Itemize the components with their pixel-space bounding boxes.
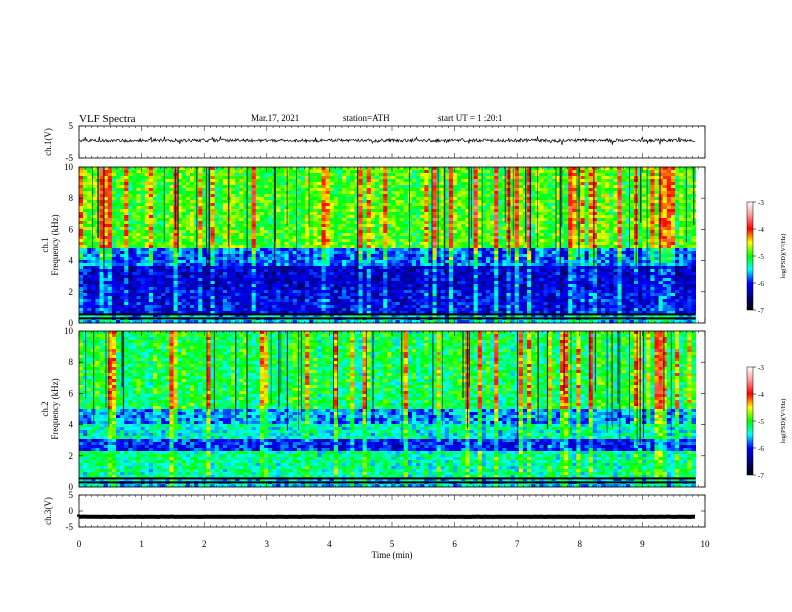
colorbar-tick-label: -4 <box>758 226 764 234</box>
x-tick-label: 5 <box>390 539 395 549</box>
x-tick-label: 10 <box>701 539 711 549</box>
x-tick-label: 2 <box>202 539 207 549</box>
x-tick-label: 0 <box>77 539 82 549</box>
y-axis-label: ch.3(V) <box>43 497 53 525</box>
y-tick-label: 10 <box>64 162 74 172</box>
y-axis-label: ch.1(V) <box>43 128 53 156</box>
colorbar-gradient <box>746 366 754 476</box>
x-tick-label: 6 <box>452 539 457 549</box>
y-axis-label: ch.1 <box>40 237 50 252</box>
x-tick-label: 1 <box>139 539 144 549</box>
colorbar-label: log(PSD)(V²/Hz) <box>780 399 787 444</box>
y-axis-label: Frequency (kHz) <box>50 214 60 275</box>
y-axis-label: Frequency (kHz) <box>50 378 60 439</box>
colorbar-tick-label: -5 <box>758 418 764 426</box>
y-tick-label: 0 <box>69 318 74 328</box>
ch2-spectrogram-cells <box>79 331 697 488</box>
y-tick-label: -5 <box>66 522 74 532</box>
y-tick-label: 8 <box>69 357 74 367</box>
colorbar-tick-label: -6 <box>758 445 764 453</box>
y-tick-label: 4 <box>69 256 74 266</box>
y-tick-label: 8 <box>69 193 74 203</box>
ch1-waveform: 5 -5 ch.1(V) <box>43 121 706 163</box>
y-tick-label: 0 <box>69 506 74 516</box>
colorbar-tick-label: -5 <box>758 253 764 261</box>
y-tick-label: 5 <box>69 121 74 131</box>
y-tick-label: 2 <box>69 287 74 297</box>
ch3-waveform: 5 0 -5 ch.3(V) <box>43 490 706 532</box>
x-tick-label: 3 <box>265 539 270 549</box>
colorbar-label: log(PSD)(V²/Hz) <box>780 234 787 279</box>
y-tick-label: 0 <box>69 482 74 492</box>
colorbar-tick-label: -7 <box>758 472 764 480</box>
chart-title: VLF Spectra <box>79 113 136 125</box>
y-tick-label: 10 <box>64 326 74 336</box>
ch1-waveform-trace <box>78 136 696 145</box>
x-tick-label: 8 <box>578 539 583 549</box>
y-tick-label: 2 <box>69 451 74 461</box>
ch1-spectrogram-cells <box>79 167 697 324</box>
y-tick-label: -5 <box>66 153 74 163</box>
ch1-spectrogram-colorbar: -3 -4 -5 -6 -7 log(PSD)(V²/Hz) <box>746 199 787 315</box>
x-axis-label: Time (min) <box>372 550 413 560</box>
x-tick-label: 7 <box>515 539 520 549</box>
ch1-spectrogram: -3 -4 -5 -6 -7 log(PSD)(V²/Hz) 0 2 4 6 8 10 ch.1 Freq… <box>40 162 787 328</box>
ch2-spectrogram-colorbar: -3 -4 -5 -6 -7 log(PSD)(V²/Hz) <box>746 364 787 480</box>
station-label: station=ATH <box>343 113 390 123</box>
ch2-spectrogram: -3 -4 -5 -6 -7 log(PSD)(V²/Hz) 0 2 4 6 8 10 ch.2 Freq… <box>40 326 787 492</box>
start-time-label: start UT = 1 :20:1 <box>438 113 503 123</box>
colorbar-tick-label: -6 <box>758 280 764 288</box>
x-tick-label: 9 <box>640 539 645 549</box>
y-tick-label: 4 <box>69 420 74 430</box>
y-tick-label: 5 <box>69 490 74 500</box>
y-axis-label: ch.2 <box>40 401 50 416</box>
x-tick-label: 4 <box>327 539 332 549</box>
y-tick-label: 6 <box>69 388 74 398</box>
y-tick-label: 6 <box>69 224 74 234</box>
colorbar-tick-label: -4 <box>758 391 764 399</box>
colorbar-tick-label: -7 <box>758 307 764 315</box>
colorbar-tick-label: -3 <box>758 199 764 207</box>
colorbar-gradient <box>746 201 754 311</box>
date-label: Mar.17, 2021 <box>251 113 300 123</box>
colorbar-tick-label: -3 <box>758 364 764 372</box>
